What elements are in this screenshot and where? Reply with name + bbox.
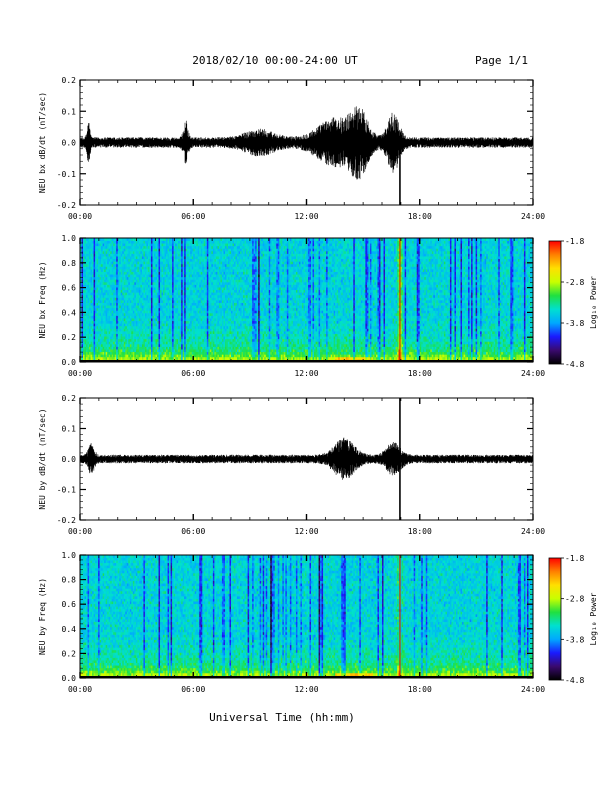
spectrogram-cells <box>80 238 533 362</box>
y-tick-label: 0.0 <box>62 139 77 148</box>
figure-title: 2018/02/10 00:00-24:00 UT <box>192 54 358 67</box>
y-tick-label: -0.2 <box>57 201 76 210</box>
y-tick-label: 0.2 <box>62 76 77 85</box>
chart-panel-1: 00:00 06:00 12:00 18:00 24:00 -0.2 -0.1 0.0 0.1 0… <box>38 76 545 221</box>
x-tick-label: 06:00 <box>181 212 205 221</box>
y-axis-label: NEU bx dB/dt (nT/sec) <box>38 92 47 193</box>
y-tick-label: 0.1 <box>62 107 77 116</box>
x-tick-label: 00:00 <box>68 212 92 221</box>
data-trace <box>80 106 533 179</box>
page-indicator: Page 1/1 <box>475 54 528 67</box>
x-tick-label: 12:00 <box>294 212 318 221</box>
y-tick-label: -0.1 <box>57 170 76 179</box>
x-tick-label: 24:00 <box>521 212 545 221</box>
x-tick-label: 18:00 <box>408 212 432 221</box>
